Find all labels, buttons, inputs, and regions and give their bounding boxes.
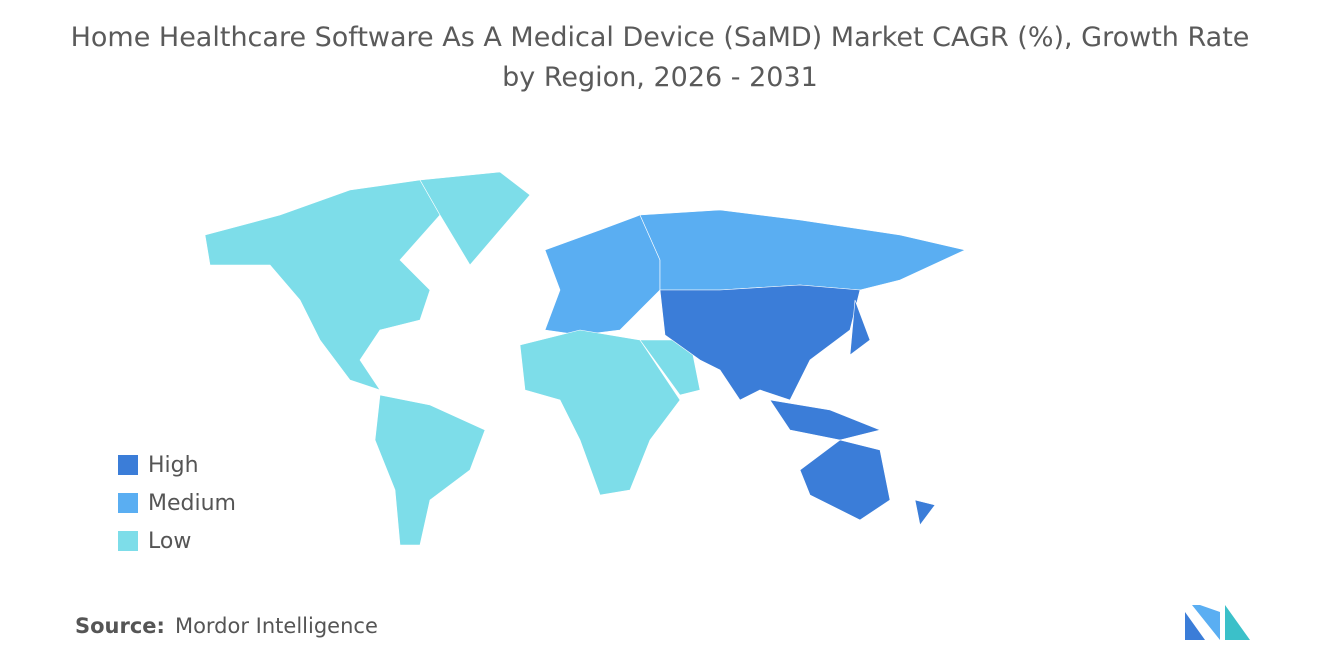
legend-item: Medium (118, 490, 236, 516)
logo (1185, 605, 1250, 640)
russia (639, 209, 966, 291)
north-america (204, 179, 441, 391)
legend-swatch (118, 531, 138, 551)
europe (544, 214, 661, 336)
japan (849, 299, 871, 356)
africa (519, 329, 681, 496)
source: Source: Mordor Intelligence (75, 614, 378, 638)
australia (799, 439, 891, 521)
legend-swatch (118, 455, 138, 475)
chart-title: Home Healthcare Software As A Medical De… (70, 22, 1250, 93)
greenland (419, 171, 531, 266)
legend-label: Medium (148, 490, 236, 516)
asia (659, 284, 861, 401)
new-zealand (914, 499, 936, 526)
south-america (374, 394, 486, 546)
southeast-asia (769, 399, 881, 441)
legend-item: Low (118, 528, 192, 554)
legend-label: High (148, 452, 199, 478)
legend-item: High (118, 452, 199, 478)
source-name: Mordor Intelligence (174, 614, 378, 638)
legend-swatch (118, 493, 138, 513)
source-label: Source: (75, 614, 165, 638)
legend-label: Low (148, 528, 192, 554)
